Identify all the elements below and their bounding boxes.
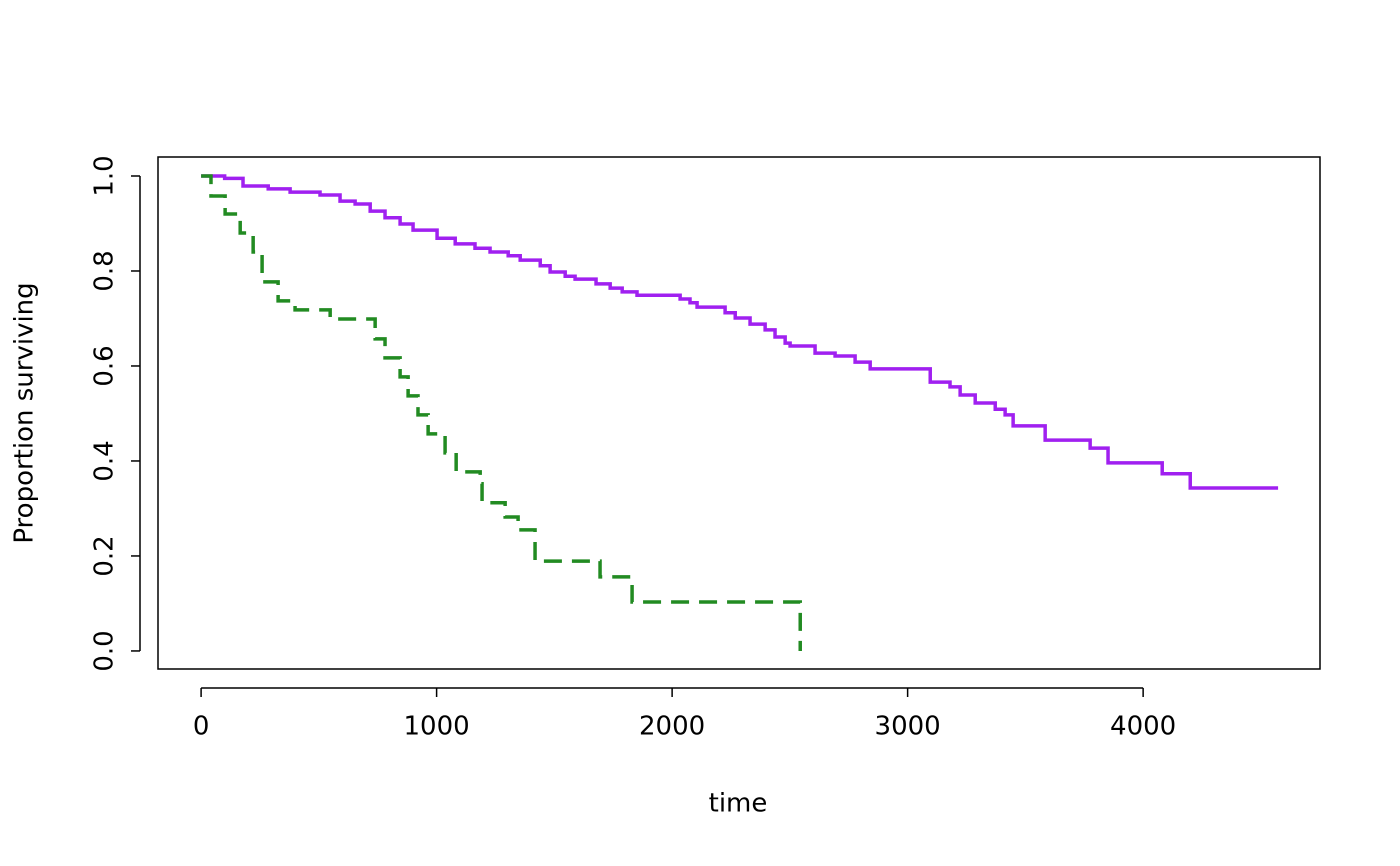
y-tick-label: 1.0 [90, 155, 120, 196]
survival-curve [201, 174, 1279, 490]
x-axis-label: time [709, 789, 768, 819]
y-tick-label: 0.2 [90, 535, 120, 576]
y-tick-label: 0.8 [90, 250, 120, 291]
x-tick-label: 4000 [1110, 712, 1176, 742]
y-tick-label: 0.0 [90, 630, 120, 671]
y-tick-label: 0.4 [90, 440, 120, 481]
x-tick-label: 1000 [404, 712, 470, 742]
plot-box [157, 156, 1321, 670]
y-axis-label: Proportion surviving [10, 282, 40, 543]
x-tick-label: 0 [193, 712, 210, 742]
x-tick-label: 2000 [639, 712, 705, 742]
x-tick-label: 3000 [875, 712, 941, 742]
y-tick-label: 0.6 [90, 345, 120, 386]
survival-curve [201, 174, 802, 651]
